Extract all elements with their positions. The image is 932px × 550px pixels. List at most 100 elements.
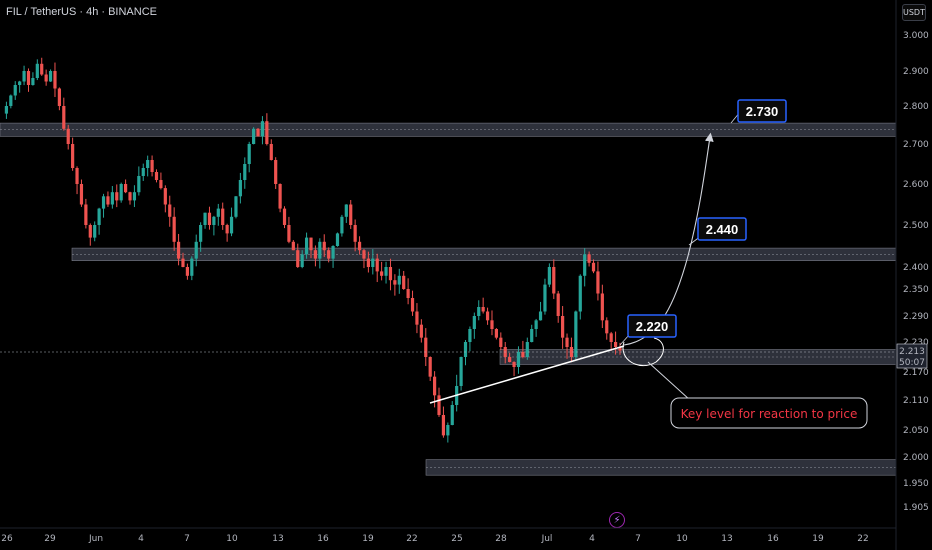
candle-body <box>185 267 189 276</box>
candle-body <box>40 63 44 75</box>
label-2440[interactable]: 2.440 <box>697 217 747 241</box>
candle-body <box>274 160 278 184</box>
currency-button[interactable]: USDT <box>902 4 926 21</box>
time-tick: 19 <box>812 534 824 544</box>
candle-body <box>485 311 490 321</box>
label-2220[interactable]: 2.220 <box>627 314 677 338</box>
candle-body <box>618 347 622 351</box>
annotation-box[interactable]: Key level for reaction to price <box>670 397 868 429</box>
candle-body <box>256 128 260 137</box>
candle-body <box>106 196 110 205</box>
candle-body <box>552 267 556 294</box>
candle-body <box>163 188 167 205</box>
zones-layer <box>0 122 897 476</box>
candle-body <box>371 258 375 267</box>
candle-body <box>380 271 384 276</box>
candle-body <box>203 212 207 225</box>
candle-body <box>477 307 481 316</box>
annotation-pointer <box>647 361 691 401</box>
candle-body <box>516 352 521 367</box>
candle-body <box>229 216 234 234</box>
time-axis[interactable]: 26 29 Jun 4 7 10 13 16 19 22 25 28 Jul 4 7 10 13 16 19 22 <box>1 534 868 544</box>
candle-body <box>146 160 150 168</box>
candle-body <box>216 208 220 217</box>
candle-body <box>84 204 88 225</box>
candle-body <box>428 357 432 377</box>
candle-body <box>397 275 401 285</box>
projection-arrow[interactable] <box>623 132 714 346</box>
candle-body <box>543 284 547 312</box>
candle-body <box>22 71 26 82</box>
price-tick: 2.600 <box>903 180 929 190</box>
candle-body <box>569 347 574 357</box>
candle-body <box>340 216 344 234</box>
candle-body <box>410 298 415 312</box>
candle-body <box>44 74 48 82</box>
time-tick: 28 <box>495 534 507 544</box>
candle-body <box>154 172 159 180</box>
candles-layer <box>4 57 622 443</box>
candle-body <box>534 320 538 329</box>
candle-body <box>93 225 97 238</box>
candle-body <box>75 168 79 184</box>
candle-body <box>13 85 17 96</box>
candle-body <box>31 78 35 85</box>
candle-body <box>583 254 587 276</box>
candle-body <box>132 192 137 201</box>
candle-body <box>57 88 61 106</box>
candle-body <box>9 95 13 106</box>
price-tick: 2.110 <box>903 396 929 406</box>
candle-body <box>181 258 185 267</box>
price-tick: 2.290 <box>903 312 929 322</box>
candle-body <box>609 333 613 342</box>
candle-body <box>234 196 238 217</box>
price-tick: 2.350 <box>903 285 929 295</box>
time-tick: 4 <box>138 534 144 544</box>
price-tick: 1.950 <box>903 479 929 489</box>
candle-body <box>300 254 304 267</box>
price-tick: 2.800 <box>903 102 929 112</box>
candle-body <box>349 204 353 225</box>
price-axis[interactable]: 3.000 2.900 2.800 2.700 2.600 2.500 2.400 2.350… <box>903 31 929 513</box>
candle-body <box>207 212 212 225</box>
candle-body <box>35 63 39 78</box>
time-tick: 22 <box>406 534 417 544</box>
candle-body <box>225 225 229 234</box>
candle-body <box>110 192 114 205</box>
candle-body <box>150 160 154 172</box>
time-tick: 10 <box>226 534 238 544</box>
candle-body <box>353 225 357 242</box>
candle-body <box>446 425 450 436</box>
price-tick: 2.900 <box>903 67 929 77</box>
price-tick: 2.050 <box>903 426 929 436</box>
candle-body <box>291 241 295 251</box>
candle-body <box>62 106 66 129</box>
candle-body <box>53 71 57 89</box>
price-tick: 2.500 <box>903 221 929 231</box>
candle-body <box>287 225 291 242</box>
candle-body <box>221 208 225 225</box>
candle-body <box>79 184 84 205</box>
label-2730-text: 2.730 <box>746 104 779 119</box>
price-tick: 2.400 <box>903 263 929 273</box>
candle-body <box>450 405 454 425</box>
candle-body <box>468 329 472 342</box>
candle-body <box>71 144 75 168</box>
candle-body <box>322 241 326 251</box>
time-tick: Jun <box>88 534 103 544</box>
time-tick: 16 <box>767 534 779 544</box>
candle-body <box>556 293 560 316</box>
trend-line[interactable] <box>429 345 625 404</box>
candle-body <box>441 415 446 436</box>
candle-body <box>159 180 163 189</box>
time-tick: 13 <box>272 534 283 544</box>
zone-3 <box>425 459 897 476</box>
label-2730[interactable]: 2.730 <box>737 99 787 123</box>
candle-body <box>115 192 119 201</box>
candle-body <box>530 329 534 342</box>
candle-body <box>212 216 216 225</box>
candle-body <box>119 184 123 201</box>
candle-body <box>366 258 370 267</box>
price-tick: 2.000 <box>903 453 929 463</box>
